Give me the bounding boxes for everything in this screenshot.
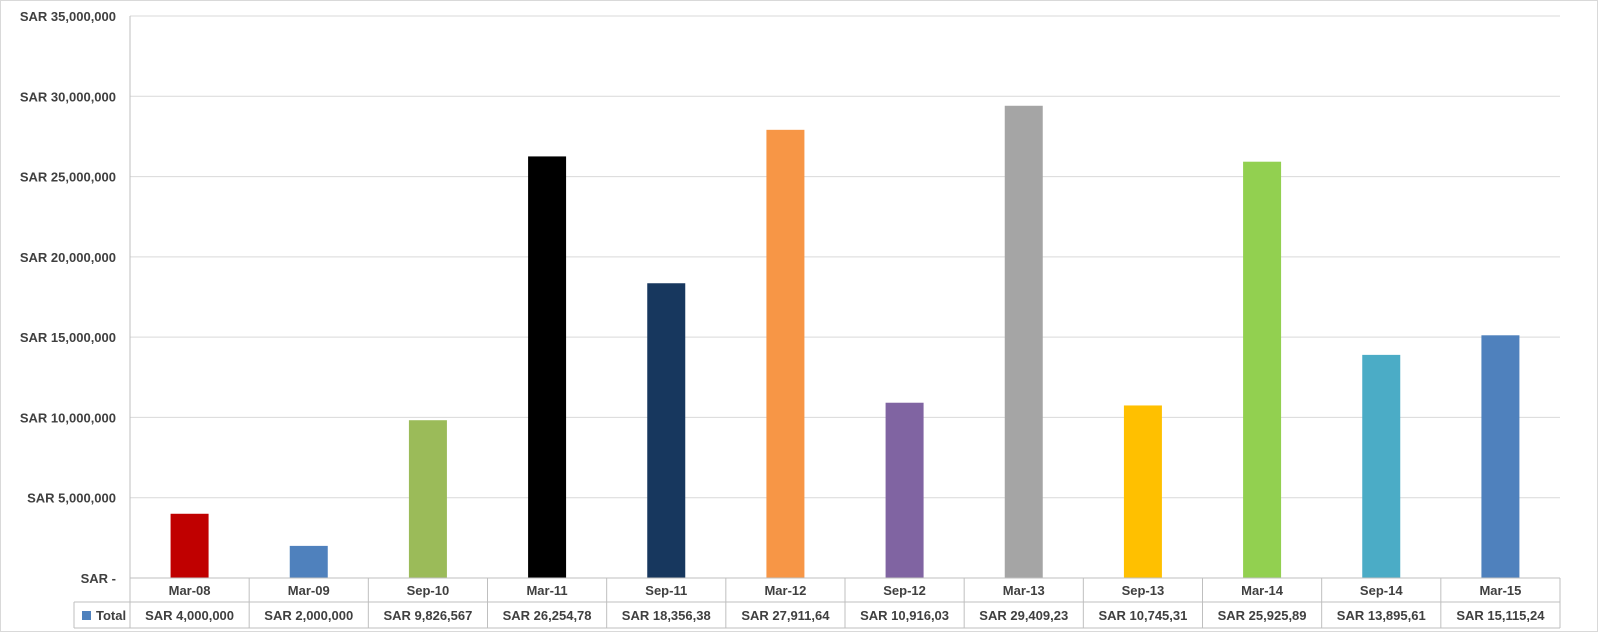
bar — [528, 156, 567, 578]
bar — [1362, 354, 1401, 578]
y-tick-label: SAR 20,000,000 — [20, 250, 116, 265]
data-label: SAR 15,115,24 — [1456, 608, 1545, 623]
legend-label: Total — [96, 608, 126, 623]
data-label: SAR 27,911,64 — [741, 608, 830, 623]
data-label: SAR 9,826,567 — [383, 608, 472, 623]
bar — [1123, 405, 1162, 578]
bar — [1243, 161, 1282, 578]
x-tick-label: Mar-08 — [169, 583, 211, 598]
x-tick-label: Sep-14 — [1360, 583, 1403, 598]
bar — [170, 513, 209, 578]
y-tick-label: SAR 15,000,000 — [20, 330, 116, 345]
bar — [1481, 335, 1520, 578]
y-tick-label: SAR 25,000,000 — [20, 170, 116, 185]
data-label: SAR 2,000,000 — [264, 608, 353, 623]
data-label: SAR 26,254,78 — [503, 608, 592, 623]
bar — [766, 129, 805, 579]
legend-key — [82, 611, 91, 620]
data-label: SAR 25,925,89 — [1218, 608, 1307, 623]
bar — [885, 402, 924, 578]
x-tick-label: Mar-12 — [764, 583, 806, 598]
data-label: SAR 29,409,23 — [979, 608, 1068, 623]
data-label: SAR 4,000,000 — [145, 608, 234, 623]
data-label: SAR 13,895,61 — [1337, 608, 1426, 623]
x-tick-label: Sep-12 — [883, 583, 926, 598]
x-tick-label: Sep-11 — [645, 583, 687, 598]
data-label: SAR 10,745,31 — [1098, 608, 1187, 623]
x-tick-label: Mar-09 — [288, 583, 330, 598]
x-tick-label: Mar-15 — [1479, 583, 1521, 598]
y-tick-label: SAR 30,000,000 — [20, 89, 116, 104]
bar — [408, 420, 447, 578]
x-tick-label: Mar-14 — [1241, 583, 1284, 598]
x-tick-label: Sep-10 — [407, 583, 450, 598]
y-tick-label: SAR 10,000,000 — [20, 410, 116, 425]
bar — [289, 545, 328, 578]
y-tick-label: SAR 35,000,000 — [20, 9, 116, 24]
y-tick-label: SAR - — [81, 571, 116, 586]
y-tick-label: SAR 5,000,000 — [27, 491, 116, 506]
data-label: SAR 18,356,38 — [622, 608, 711, 623]
bar — [647, 283, 686, 578]
data-label: SAR 10,916,03 — [860, 608, 949, 623]
x-tick-label: Mar-13 — [1003, 583, 1045, 598]
x-tick-label: Sep-13 — [1122, 583, 1165, 598]
x-tick-label: Mar-11 — [526, 583, 567, 598]
bar — [1004, 105, 1043, 578]
